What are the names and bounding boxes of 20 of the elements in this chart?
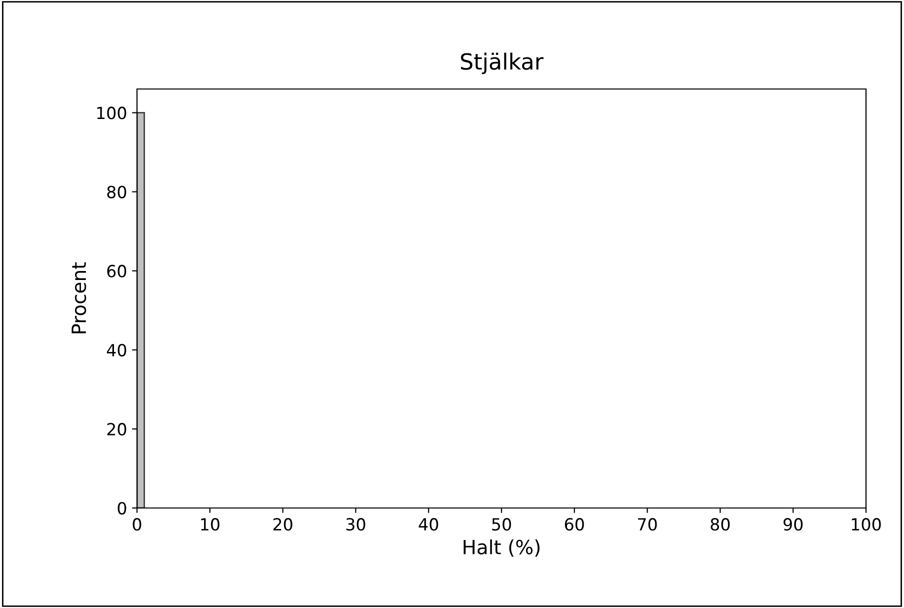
y-tick-label: 100: [97, 106, 126, 120]
y-tick-label: 40: [106, 344, 126, 356]
x-tick-label: 50: [492, 518, 511, 531]
chart-title: Stjälkar: [460, 52, 544, 74]
x-tick-label: 100: [852, 518, 881, 531]
x-tick-label: 20: [273, 518, 292, 531]
x-tick-label: 40: [418, 518, 438, 531]
x-tick-label: 70: [638, 518, 657, 531]
x-tick-label: 60: [564, 518, 584, 531]
x-axis-title: Halt (%): [464, 539, 540, 557]
y-tick-label: 60: [107, 264, 126, 278]
y-tick-label: 80: [107, 186, 126, 198]
x-tick-label: 80: [710, 518, 730, 531]
y-tick-label: 0: [118, 502, 126, 515]
x-tick-label: 10: [201, 518, 220, 531]
x-tick-label: 30: [346, 518, 366, 531]
y-axis-title: Procent: [72, 262, 86, 334]
x-tick-label: 90: [784, 518, 803, 531]
y-tick-label: 20: [107, 422, 126, 436]
x-tick-label: 0: [132, 518, 142, 531]
